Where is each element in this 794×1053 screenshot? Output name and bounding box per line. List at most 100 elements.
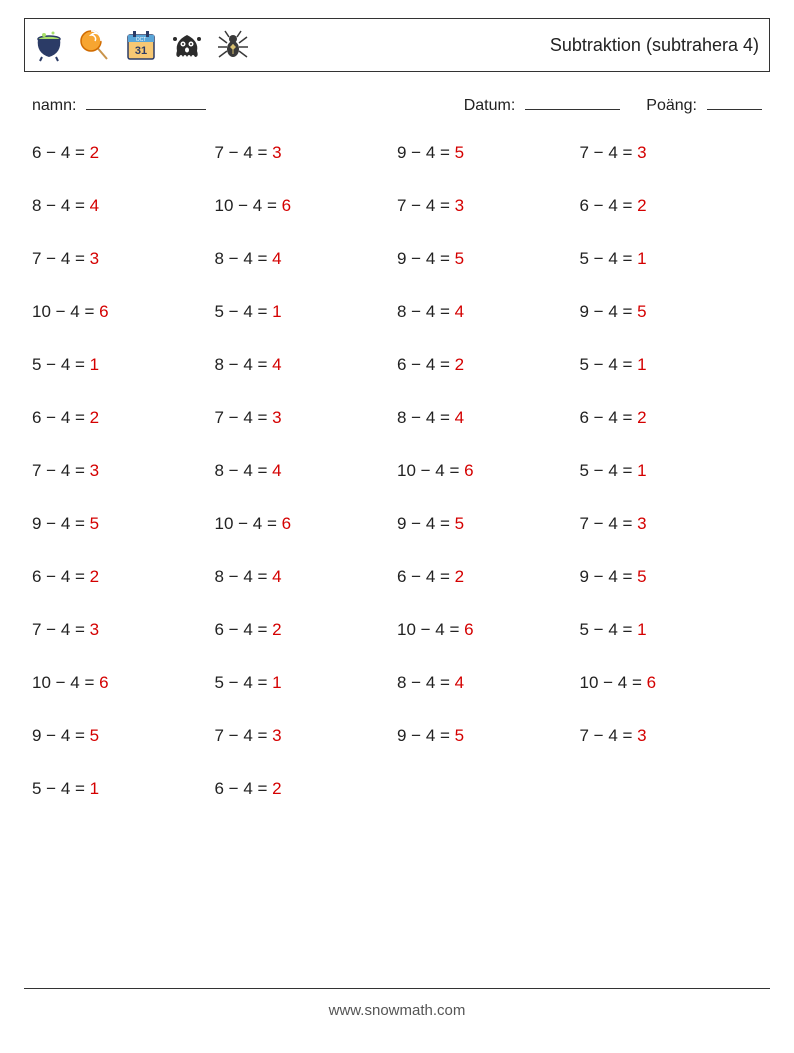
problem-cell: 7 − 4 = 3	[397, 196, 580, 216]
answer: 3	[637, 726, 646, 745]
answer: 2	[272, 779, 281, 798]
problem-cell: 9 − 4 = 5	[32, 514, 215, 534]
expression: 6 − 4 =	[397, 355, 455, 374]
answer: 6	[464, 620, 473, 639]
problem-cell: 6 − 4 = 2	[32, 143, 215, 163]
answer: 5	[637, 302, 646, 321]
expression: 9 − 4 =	[580, 567, 638, 586]
problem-row: 6 − 4 = 28 − 4 = 46 − 4 = 29 − 4 = 5	[32, 567, 762, 587]
name-field: namn:	[32, 96, 206, 115]
problem-row: 10 − 4 = 65 − 4 = 18 − 4 = 49 − 4 = 5	[32, 302, 762, 322]
problem-cell: 9 − 4 = 5	[397, 143, 580, 163]
problem-cell: 8 − 4 = 4	[397, 302, 580, 322]
answer: 4	[455, 673, 464, 692]
worksheet-title: Subtraktion (subtrahera 4)	[550, 35, 759, 56]
problem-cell: 6 − 4 = 2	[32, 567, 215, 587]
answer: 1	[637, 461, 646, 480]
answer: 6	[282, 514, 291, 533]
problem-cell: 7 − 4 = 3	[580, 143, 763, 163]
problem-cell: 5 − 4 = 1	[580, 249, 763, 269]
answer: 2	[455, 355, 464, 374]
answer: 1	[272, 302, 281, 321]
problem-cell: 6 − 4 = 2	[215, 620, 398, 640]
date-label: Datum:	[464, 97, 516, 115]
problem-row: 6 − 4 = 27 − 4 = 39 − 4 = 57 − 4 = 3	[32, 143, 762, 163]
problem-row: 6 − 4 = 27 − 4 = 38 − 4 = 46 − 4 = 2	[32, 408, 762, 428]
problem-row: 9 − 4 = 57 − 4 = 39 − 4 = 57 − 4 = 3	[32, 726, 762, 746]
answer: 1	[637, 620, 646, 639]
answer: 4	[272, 567, 281, 586]
header-box: 31 OCT Subtraktio	[24, 18, 770, 72]
expression: 8 − 4 =	[215, 567, 273, 586]
problem-cell: 7 − 4 = 3	[215, 726, 398, 746]
expression: 5 − 4 =	[580, 249, 638, 268]
problem-cell: 10 − 4 = 6	[397, 620, 580, 640]
problem-cell: 6 − 4 = 2	[397, 355, 580, 375]
expression: 10 − 4 =	[32, 302, 99, 321]
problem-cell: 9 − 4 = 5	[397, 514, 580, 534]
answer: 2	[455, 567, 464, 586]
problem-cell: 7 − 4 = 3	[215, 408, 398, 428]
problem-cell: 10 − 4 = 6	[32, 302, 215, 322]
answer: 3	[272, 143, 281, 162]
problem-cell: 7 − 4 = 3	[215, 143, 398, 163]
expression: 6 − 4 =	[32, 408, 90, 427]
expression: 5 − 4 =	[580, 461, 638, 480]
problem-cell: 7 − 4 = 3	[32, 249, 215, 269]
answer: 6	[647, 673, 656, 692]
answer: 3	[637, 514, 646, 533]
expression: 7 − 4 =	[580, 143, 638, 162]
expression: 5 − 4 =	[32, 355, 90, 374]
answer: 5	[90, 514, 99, 533]
problem-row: 8 − 4 = 410 − 4 = 67 − 4 = 36 − 4 = 2	[32, 196, 762, 216]
score-blank	[707, 96, 762, 110]
problem-cell: 5 − 4 = 1	[32, 779, 215, 799]
header-icons: 31 OCT	[31, 27, 251, 63]
answer: 3	[90, 461, 99, 480]
svg-text:OCT: OCT	[136, 37, 147, 43]
problems-grid: 6 − 4 = 27 − 4 = 39 − 4 = 57 − 4 = 38 − …	[24, 143, 770, 799]
problem-cell: 7 − 4 = 3	[580, 726, 763, 746]
expression: 6 − 4 =	[32, 567, 90, 586]
expression: 5 − 4 =	[32, 779, 90, 798]
expression: 8 − 4 =	[32, 196, 90, 215]
answer: 4	[90, 196, 99, 215]
meta-row: namn: Datum: Poäng:	[32, 96, 762, 115]
answer: 5	[455, 249, 464, 268]
answer: 6	[99, 673, 108, 692]
problem-cell: 6 − 4 = 2	[397, 567, 580, 587]
problem-cell: 5 − 4 = 1	[32, 355, 215, 375]
name-label: namn:	[32, 97, 76, 115]
answer: 4	[272, 461, 281, 480]
answer: 5	[455, 143, 464, 162]
expression: 9 − 4 =	[32, 726, 90, 745]
problem-row: 7 − 4 = 38 − 4 = 49 − 4 = 55 − 4 = 1	[32, 249, 762, 269]
answer: 1	[90, 355, 99, 374]
problem-cell: 6 − 4 = 2	[580, 408, 763, 428]
expression: 7 − 4 =	[215, 726, 273, 745]
expression: 5 − 4 =	[215, 673, 273, 692]
answer: 3	[90, 620, 99, 639]
problem-cell: 8 − 4 = 4	[215, 355, 398, 375]
expression: 9 − 4 =	[397, 249, 455, 268]
calendar-31-icon: 31 OCT	[123, 27, 159, 63]
answer: 4	[272, 249, 281, 268]
expression: 7 − 4 =	[32, 249, 90, 268]
problem-cell: 8 − 4 = 4	[397, 408, 580, 428]
problem-row: 5 − 4 = 18 − 4 = 46 − 4 = 25 − 4 = 1	[32, 355, 762, 375]
problem-row: 7 − 4 = 36 − 4 = 210 − 4 = 65 − 4 = 1	[32, 620, 762, 640]
expression: 8 − 4 =	[397, 302, 455, 321]
answer: 2	[637, 408, 646, 427]
lollipop-icon	[77, 27, 113, 63]
answer: 5	[90, 726, 99, 745]
answer: 6	[99, 302, 108, 321]
cauldron-icon	[31, 27, 67, 63]
expression: 9 − 4 =	[397, 726, 455, 745]
answer: 5	[455, 726, 464, 745]
problem-cell: 10 − 4 = 6	[397, 461, 580, 481]
footer-text: www.snowmath.com	[0, 1002, 794, 1019]
expression: 6 − 4 =	[215, 620, 273, 639]
expression: 10 − 4 =	[32, 673, 99, 692]
problem-cell: 7 − 4 = 3	[32, 620, 215, 640]
answer: 2	[272, 620, 281, 639]
